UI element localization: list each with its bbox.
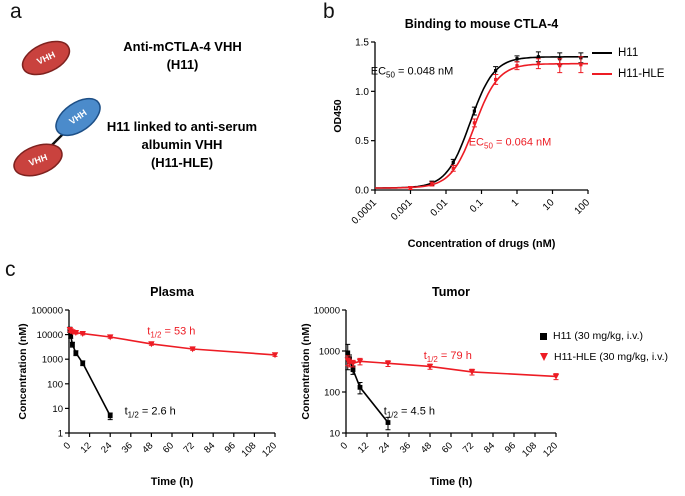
molecule2-caption-line3: (H11-HLE) [150,155,214,171]
svg-text:12: 12 [356,440,371,455]
svg-text:0: 0 [339,440,351,452]
svg-text:1: 1 [509,197,521,209]
h11-molecule-diagram: VHH [21,40,71,76]
svg-text:108: 108 [240,440,259,459]
plasma-chart: 0 12 24 36 48 60 72 84 96 108 120 1 10 100 1000 10000 10… [15,272,287,490]
svg-text:1: 1 [58,429,63,440]
x-axis-label: Time (h) [151,476,194,488]
legend-item-h11-dose: H11 (30 mg/kg, i.v.) [540,330,668,342]
x-axis-label: Time (h) [430,476,473,488]
svg-text:0.0001: 0.0001 [350,197,380,227]
molecule2-caption: H11 linked to anti-serum albumin VHH (H1… [92,118,272,173]
y-axis-label: Concentration (nM) [300,323,312,419]
tumor-chart: 0 12 24 36 48 60 72 84 96 108 120 10 100 1000 10000 Tum… [298,272,570,490]
pk-legend: H11 (30 mg/kg, i.v.) H11-HLE (30 mg/kg, … [540,330,668,372]
svg-text:10: 10 [52,404,63,415]
svg-text:96: 96 [503,440,518,455]
binding-legend: H11 H11-HLE [592,47,664,89]
svg-text:108: 108 [520,440,539,459]
svg-text:0.1: 0.1 [468,197,486,215]
vhh-domain-red-icon [13,143,63,177]
svg-text:0.001: 0.001 [389,197,415,223]
binding-chart: 0.0001 0.001 0.01 0.1 1 10 100 0.0 0.5 1.0 1.5 Bind… [330,2,600,252]
svg-text:36: 36 [120,440,135,455]
svg-text:48: 48 [419,440,434,455]
h11-line-swatch [592,51,612,55]
svg-text:120: 120 [260,440,279,459]
panel-b-label: b [323,0,335,23]
svg-text:48: 48 [140,440,155,455]
legend-label: H11 [618,47,639,59]
svg-text:10: 10 [329,429,340,440]
chart-annotation: EC50 = 0.064 nM [469,137,552,151]
legend-label: H11-HLE (30 mg/kg, i.v.) [554,351,668,363]
svg-text:10000: 10000 [37,330,63,341]
svg-text:60: 60 [440,440,455,455]
x-axis-label: Concentration of drugs (nM) [408,238,556,250]
svg-text:0.5: 0.5 [355,136,369,147]
legend-item-h11-hle: H11-HLE [592,68,664,80]
svg-text:72: 72 [181,440,196,455]
svg-text:0: 0 [62,440,74,452]
y-axis-label: OD450 [332,99,344,132]
molecule2-caption-line2: albumin VHH [141,137,223,153]
chart-annotation: t1/2 = 4.5 h [384,406,435,420]
svg-text:0.01: 0.01 [429,197,451,219]
svg-text:100: 100 [47,379,63,390]
chart-annotation: t1/2 = 79 h [424,350,472,364]
svg-text:120: 120 [541,440,560,459]
y-axis-label: Concentration (nM) [17,323,29,419]
chart-title: Binding to mouse CTLA-4 [405,17,559,31]
chart-title: Plasma [150,285,195,299]
svg-text:60: 60 [161,440,176,455]
svg-text:10: 10 [541,197,557,213]
svg-text:96: 96 [223,440,238,455]
tumor-chart-svg: 0 12 24 36 48 60 72 84 96 108 120 10 100 1000 10000 Tum… [300,285,560,488]
molecule1-caption-line1: Anti-mCTLA-4 VHH [123,39,242,54]
panel-c-label: c [5,258,16,281]
svg-text:100: 100 [573,197,593,217]
molecule1-caption: Anti-mCTLA-4 VHH (H11) [95,38,270,74]
svg-text:1000: 1000 [42,355,63,366]
svg-text:1.0: 1.0 [355,87,369,98]
svg-text:84: 84 [482,440,497,455]
legend-item-h11-hle-dose: H11-HLE (30 mg/kg, i.v.) [540,351,668,363]
h11-hle-molecule-diagram: VHH VHH [13,97,101,177]
svg-text:10000: 10000 [314,306,340,317]
molecule1-caption-line2: (H11) [166,57,199,73]
albumin-vhh-domain-blue-icon [55,97,101,137]
svg-text:24: 24 [377,440,392,455]
svg-text:24: 24 [99,440,114,455]
chart-annotation: t1/2 = 2.6 h [125,406,176,420]
h11-square-marker-icon [540,332,547,340]
panel-a-label: a [10,0,22,23]
svg-text:1000: 1000 [319,347,340,358]
svg-text:100000: 100000 [31,306,63,317]
legend-item-h11: H11 [592,47,664,59]
molecule2-caption-line1: H11 linked to anti-serum [106,119,258,134]
svg-text:0.0: 0.0 [355,186,369,197]
svg-text:12: 12 [78,440,93,455]
legend-label: H11 (30 mg/kg, i.v.) [553,330,644,342]
chart-annotation: t1/2 = 53 h [147,326,195,340]
svg-text:36: 36 [398,440,413,455]
svg-text:72: 72 [461,440,476,455]
svg-text:100: 100 [324,388,340,399]
binding-chart-svg: 0.0001 0.001 0.01 0.1 1 10 100 0.0 0.5 1.0 1.5 Bind… [332,17,593,250]
vhh-domain-red-icon [21,40,71,76]
plasma-chart-svg: 0 12 24 36 48 60 72 84 96 108 120 1 10 100 1000 10000 10… [17,285,279,488]
svg-text:1.5: 1.5 [355,38,369,49]
chart-title: Tumor [432,285,470,299]
h11-hle-line-swatch [592,72,612,76]
chart-annotation: EC50 = 0.048 nM [371,66,454,80]
h11-hle-triangle-marker-icon [540,353,548,361]
legend-label: H11-HLE [618,68,665,80]
svg-text:84: 84 [202,440,217,455]
